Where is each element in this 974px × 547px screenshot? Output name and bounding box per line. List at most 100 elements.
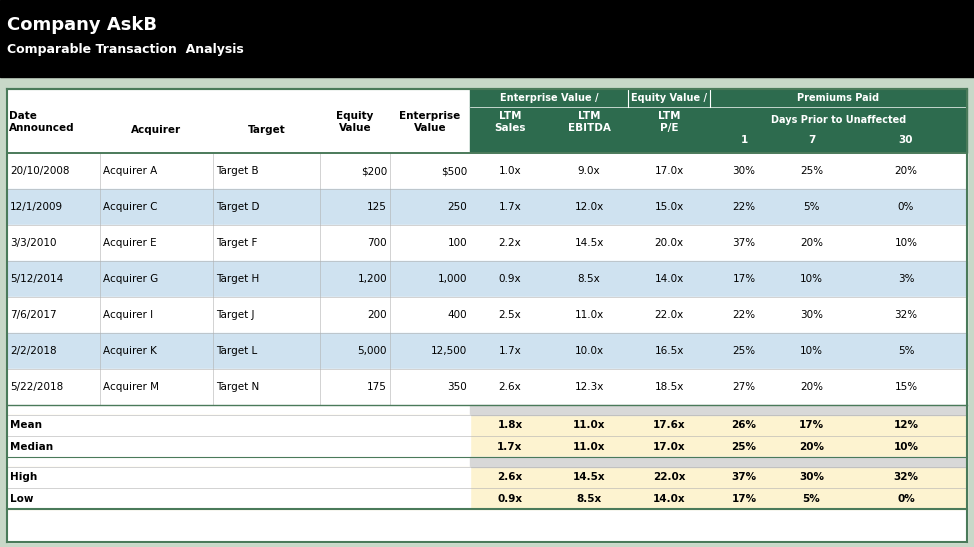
- Text: 175: 175: [367, 382, 387, 392]
- Bar: [0, 0, 974, 77]
- Bar: [7, 153, 967, 189]
- Bar: [7, 415, 967, 457]
- Text: Acquirer A: Acquirer A: [103, 166, 157, 176]
- Bar: [470, 107, 967, 153]
- Text: 22.0x: 22.0x: [655, 310, 684, 320]
- Text: 22%: 22%: [732, 202, 756, 212]
- Bar: [7, 189, 967, 225]
- Text: LTM: LTM: [578, 111, 600, 121]
- Text: 17.0x: 17.0x: [655, 166, 684, 176]
- Text: Enterprise Value /: Enterprise Value /: [500, 93, 598, 103]
- Text: 17.6x: 17.6x: [653, 421, 686, 430]
- Text: 14.0x: 14.0x: [653, 493, 686, 503]
- Text: Value: Value: [414, 123, 446, 133]
- Text: 700: 700: [367, 238, 387, 248]
- Text: 14.5x: 14.5x: [575, 238, 604, 248]
- Text: 5%: 5%: [804, 202, 820, 212]
- Text: 15%: 15%: [894, 382, 918, 392]
- Bar: [7, 297, 967, 333]
- Text: LTM: LTM: [499, 111, 521, 121]
- Text: 1.8x: 1.8x: [498, 421, 523, 430]
- Text: Acquirer C: Acquirer C: [103, 202, 158, 212]
- Text: Equity Value /: Equity Value /: [631, 93, 707, 103]
- Text: 20%: 20%: [800, 382, 823, 392]
- Text: 12,500: 12,500: [431, 346, 467, 356]
- Text: LTM: LTM: [657, 111, 680, 121]
- Text: 5/12/2014: 5/12/2014: [10, 274, 63, 284]
- Text: $500: $500: [441, 166, 467, 176]
- Text: Target F: Target F: [216, 238, 257, 248]
- Text: 20/10/2008: 20/10/2008: [10, 166, 69, 176]
- Text: 30%: 30%: [732, 166, 756, 176]
- Text: 22.0x: 22.0x: [653, 473, 686, 482]
- Text: 350: 350: [447, 382, 467, 392]
- Text: Value: Value: [339, 123, 371, 133]
- Text: 125: 125: [367, 202, 387, 212]
- Text: 8.5x: 8.5x: [577, 493, 602, 503]
- Text: Sales: Sales: [494, 123, 526, 133]
- Text: Premiums Paid: Premiums Paid: [798, 93, 880, 103]
- Bar: [7, 467, 470, 509]
- Text: Date: Date: [9, 111, 37, 121]
- Text: 11.0x: 11.0x: [573, 421, 605, 430]
- Text: 200: 200: [367, 310, 387, 320]
- Text: Acquirer E: Acquirer E: [103, 238, 157, 248]
- Text: 1.7x: 1.7x: [499, 202, 521, 212]
- Text: Equity: Equity: [336, 111, 374, 121]
- Text: Target N: Target N: [216, 382, 259, 392]
- Text: Target L: Target L: [216, 346, 257, 356]
- Text: 5/22/2018: 5/22/2018: [10, 382, 63, 392]
- Bar: [7, 333, 967, 369]
- Text: 20%: 20%: [800, 238, 823, 248]
- Text: 37%: 37%: [731, 473, 757, 482]
- Text: 5%: 5%: [803, 493, 820, 503]
- Text: 14.5x: 14.5x: [573, 473, 605, 482]
- Text: Mean: Mean: [10, 421, 42, 430]
- Text: Target D: Target D: [216, 202, 259, 212]
- Bar: [7, 225, 967, 261]
- Bar: [7, 89, 967, 542]
- Text: 11.0x: 11.0x: [573, 441, 605, 451]
- Text: 400: 400: [447, 310, 467, 320]
- Bar: [470, 89, 967, 107]
- Text: 8.5x: 8.5x: [578, 274, 600, 284]
- Text: 3/3/2010: 3/3/2010: [10, 238, 56, 248]
- Text: Target: Target: [247, 125, 285, 135]
- Bar: [7, 369, 967, 405]
- Text: 12.3x: 12.3x: [575, 382, 604, 392]
- Text: 7/6/2017: 7/6/2017: [10, 310, 56, 320]
- Text: 16.5x: 16.5x: [655, 346, 684, 356]
- Text: 30%: 30%: [800, 310, 823, 320]
- Text: 0.9x: 0.9x: [498, 493, 523, 503]
- Text: P/E: P/E: [659, 123, 678, 133]
- Text: 12%: 12%: [893, 421, 918, 430]
- Text: Acquirer M: Acquirer M: [103, 382, 159, 392]
- Text: 20%: 20%: [894, 166, 918, 176]
- Text: 10%: 10%: [893, 441, 918, 451]
- Text: 17%: 17%: [799, 421, 824, 430]
- Text: 27%: 27%: [732, 382, 756, 392]
- Text: 10.0x: 10.0x: [575, 346, 604, 356]
- Text: 25%: 25%: [800, 166, 823, 176]
- Text: 0%: 0%: [898, 202, 915, 212]
- Text: 1.0x: 1.0x: [499, 166, 521, 176]
- Text: 14.0x: 14.0x: [655, 274, 684, 284]
- Bar: [7, 457, 967, 467]
- Text: $200: $200: [360, 166, 387, 176]
- Text: 1.7x: 1.7x: [498, 441, 523, 451]
- Text: 2/2/2018: 2/2/2018: [10, 346, 56, 356]
- Text: 26%: 26%: [731, 421, 757, 430]
- Text: Acquirer K: Acquirer K: [103, 346, 157, 356]
- Text: Days Prior to Unaffected: Days Prior to Unaffected: [770, 115, 906, 125]
- Bar: [7, 415, 470, 457]
- Text: 10%: 10%: [894, 238, 918, 248]
- Text: 0%: 0%: [897, 493, 915, 503]
- Bar: [7, 405, 967, 415]
- Text: 100: 100: [447, 238, 467, 248]
- Text: 1.7x: 1.7x: [499, 346, 521, 356]
- Text: EBITDA: EBITDA: [568, 123, 611, 133]
- Text: 30: 30: [899, 135, 914, 145]
- Text: 5%: 5%: [898, 346, 915, 356]
- Text: 25%: 25%: [731, 441, 757, 451]
- Text: 10%: 10%: [800, 346, 823, 356]
